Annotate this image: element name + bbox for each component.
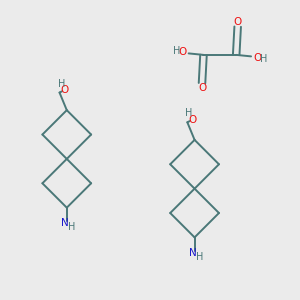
Text: N: N — [189, 248, 197, 258]
Text: O: O — [234, 17, 242, 27]
Text: O: O — [178, 47, 187, 57]
Text: H: H — [172, 46, 180, 56]
Text: H: H — [68, 222, 76, 232]
Text: H: H — [260, 54, 267, 64]
Text: H: H — [58, 79, 65, 88]
Text: H: H — [196, 252, 204, 262]
Text: O: O — [253, 53, 261, 63]
Text: O: O — [61, 85, 69, 95]
Text: H: H — [185, 108, 193, 118]
Text: O: O — [198, 82, 206, 93]
Text: N: N — [61, 218, 69, 228]
Text: O: O — [189, 115, 197, 125]
